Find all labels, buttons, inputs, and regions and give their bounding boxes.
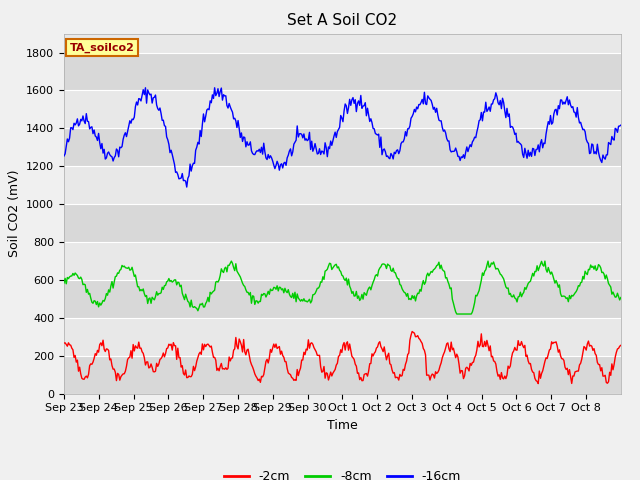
- Text: TA_soilco2: TA_soilco2: [70, 43, 134, 53]
- X-axis label: Time: Time: [327, 419, 358, 432]
- Bar: [64, 242, 621, 280]
- Bar: [64, 204, 621, 242]
- Bar: [64, 318, 621, 356]
- Bar: [64, 15, 621, 52]
- Bar: [64, 90, 621, 128]
- Title: Set A Soil CO2: Set A Soil CO2: [287, 13, 397, 28]
- Bar: [64, 52, 621, 90]
- Bar: [64, 356, 621, 394]
- Bar: [64, 166, 621, 204]
- Legend: -2cm, -8cm, -16cm: -2cm, -8cm, -16cm: [219, 465, 466, 480]
- Y-axis label: Soil CO2 (mV): Soil CO2 (mV): [8, 170, 20, 257]
- Bar: [64, 280, 621, 318]
- Bar: [64, 128, 621, 166]
